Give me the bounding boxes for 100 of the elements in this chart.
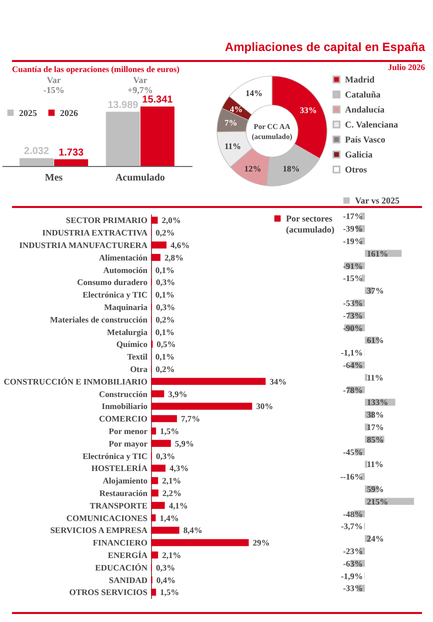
y-tick-label: CONSTRUCCIÓN E INMOBILIARIO <box>4 376 148 386</box>
data-label: -91% <box>343 260 363 271</box>
bar <box>151 477 158 484</box>
data-label: 14% <box>245 88 262 98</box>
data-label: 0,5% <box>156 339 176 350</box>
data-label: 215% <box>366 496 388 506</box>
data-label: 0,2% <box>156 314 175 324</box>
data-label: 1.733 <box>58 147 84 158</box>
data-label: -19% <box>343 236 363 246</box>
chart-subtitle: Cuantía de las operaciones (millones de euros) <box>11 64 180 74</box>
data-label: -90% <box>343 322 363 333</box>
data-label: 13.989 <box>108 100 139 111</box>
y-tick-label: SERVICIOS A EMPRESA <box>50 525 148 536</box>
data-label: 5,9% <box>174 438 194 448</box>
data-label: 1,5% <box>160 587 180 598</box>
y-tick-label: Por mayor <box>108 438 148 448</box>
bar <box>151 489 158 496</box>
data-label: 0,3% <box>156 302 176 312</box>
y-tick-label: TRANSPORTE <box>90 500 148 510</box>
data-label: 2.032 <box>24 146 50 158</box>
y-tick-label: Alojamiento <box>102 476 148 486</box>
y-tick-label: COMUNICACIONES <box>66 512 148 523</box>
y-tick-label: SECTOR PRIMARIO <box>66 215 148 226</box>
data-label: -45% <box>343 446 363 457</box>
data-label: 15.341 <box>142 94 174 106</box>
legend-label: Cataluña <box>345 90 382 100</box>
bar <box>364 374 368 381</box>
data-label: 0,1% <box>155 352 174 362</box>
bar <box>151 254 160 261</box>
bar <box>151 378 266 385</box>
y-tick-label: Metalurgia <box>106 326 148 337</box>
data-label: 2,8% <box>164 252 184 262</box>
bar <box>151 514 156 522</box>
data-label: -39% <box>343 224 363 234</box>
y-tick-label: Por menor <box>108 426 148 436</box>
data-label: 4,6% <box>170 240 190 250</box>
legend-label: Por sectores (acumulado) <box>286 214 334 234</box>
data-label: -63% <box>343 558 363 568</box>
legend-label: 2026 <box>60 108 78 118</box>
y-tick-label: EDUCACIÓN <box>95 562 148 572</box>
data-label: 133% <box>366 397 388 408</box>
data-label: 8,4% <box>183 525 202 536</box>
y-tick-label: Otra <box>130 364 148 374</box>
data-label: -1,1% <box>340 348 363 358</box>
bar <box>361 473 365 480</box>
text: Var +9,7% <box>127 75 153 95</box>
data-label: --16% <box>340 472 363 482</box>
bar <box>151 390 164 398</box>
bar <box>140 106 174 166</box>
legend-label: Madrid <box>345 74 375 84</box>
bar <box>151 551 158 558</box>
x-tick-label: Acumulado <box>115 172 165 184</box>
bar <box>151 588 156 596</box>
data-label: -23% <box>343 546 363 556</box>
y-tick-label: Construcción <box>98 388 148 399</box>
data-label: -48% <box>343 508 363 519</box>
bar <box>364 460 368 468</box>
legend-label: Var vs 2025 <box>355 196 400 206</box>
data-label: 0,2% <box>156 364 175 374</box>
y-tick-label: Textil <box>127 352 148 362</box>
y-tick-label: INDUSTRIA EXTRACTIVA <box>42 228 148 238</box>
data-label: 0,1% <box>155 264 174 275</box>
data-label: -53% <box>343 298 363 308</box>
data-label: 3,9% <box>168 388 188 399</box>
y-tick-label: INDUSTRIA MANUFACTURERA <box>19 240 148 250</box>
data-label: 2,2% <box>162 488 182 498</box>
data-label: 11% <box>366 459 384 470</box>
bar <box>361 274 365 282</box>
text: Var -15% <box>43 75 64 95</box>
y-tick-label: FINANCIERO <box>92 538 148 548</box>
y-tick-label: Alimentación <box>98 252 148 262</box>
data-label: -78% <box>343 384 363 395</box>
y-tick-label: COMERCIO <box>98 414 148 424</box>
data-label: 30% <box>256 401 274 412</box>
data-label: 17% <box>366 422 384 432</box>
data-label: -64% <box>343 360 363 370</box>
chart-title: Ampliaciones de capital en España <box>224 40 426 54</box>
data-label: 85% <box>366 434 384 444</box>
data-label: 24% <box>366 534 384 544</box>
legend-label: Otros <box>345 164 368 174</box>
y-tick-label: Inmobiliario <box>102 401 148 412</box>
data-label: 37% <box>366 286 384 296</box>
data-label: -73% <box>343 310 363 320</box>
y-tick-label: Consumo duradero <box>77 277 148 288</box>
data-label: 161% <box>366 248 388 258</box>
bar <box>151 539 249 546</box>
data-label: 0,4% <box>156 574 176 585</box>
data-label: 4,3% <box>169 463 189 474</box>
data-label: -33% <box>343 583 363 594</box>
data-label: 34% <box>270 376 287 386</box>
data-label: 59% <box>366 484 384 494</box>
data-label: 7% <box>224 117 238 128</box>
data-label: 29% <box>252 538 270 548</box>
legend-label: Andalucía <box>345 104 386 114</box>
legend-label: C. Valenciana <box>345 120 399 130</box>
y-tick-label: Electrónica y TIC <box>82 290 148 300</box>
bar <box>151 427 156 434</box>
data-label: 0,3% <box>156 562 176 572</box>
data-label: 4,1% <box>168 500 188 510</box>
y-tick-label: Maquinaria <box>104 302 148 312</box>
